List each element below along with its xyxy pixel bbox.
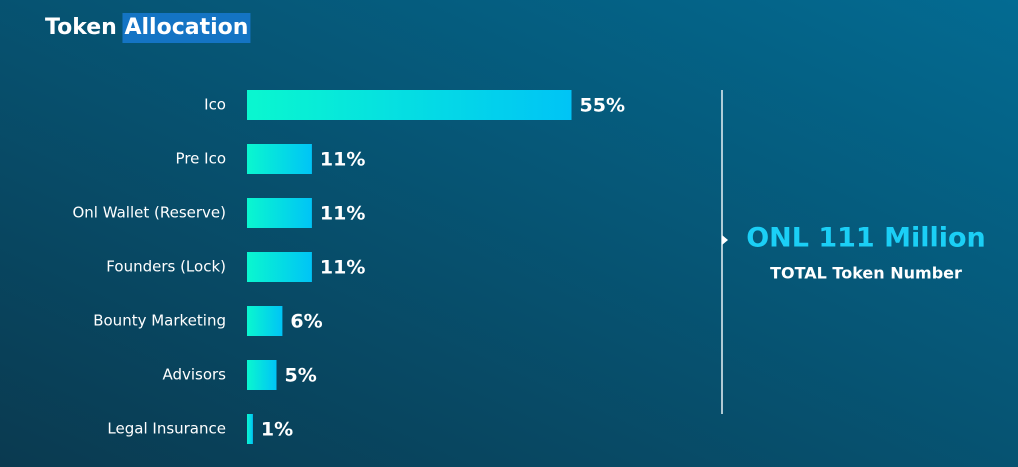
category-label: Pre Ico bbox=[176, 150, 226, 168]
bar bbox=[247, 144, 312, 174]
value-label: 11% bbox=[320, 149, 365, 171]
value-label: 11% bbox=[320, 257, 365, 279]
bar bbox=[247, 306, 283, 336]
value-label: 5% bbox=[285, 365, 317, 387]
bar bbox=[247, 252, 312, 282]
category-label: Bounty Marketing bbox=[93, 312, 226, 330]
value-label: 55% bbox=[580, 95, 625, 117]
value-label: 11% bbox=[320, 203, 365, 225]
category-label: Legal Insurance bbox=[107, 420, 226, 438]
chart-title: Token Allocation bbox=[45, 15, 248, 40]
bar bbox=[247, 360, 277, 390]
total-caption: TOTAL Token Number bbox=[770, 264, 962, 283]
total-annotation: ONL 111 Million bbox=[746, 223, 986, 254]
bar bbox=[247, 198, 312, 228]
bar bbox=[247, 414, 253, 444]
category-label: Founders (Lock) bbox=[106, 258, 226, 276]
bar bbox=[247, 90, 572, 120]
value-label: 1% bbox=[261, 419, 293, 441]
divider-arrow bbox=[722, 235, 728, 245]
category-label: Ico bbox=[204, 96, 226, 114]
category-label: Advisors bbox=[162, 366, 226, 384]
title-highlight bbox=[122, 13, 251, 43]
category-label: Onl Wallet (Reserve) bbox=[72, 204, 226, 222]
value-label: 6% bbox=[290, 311, 322, 333]
